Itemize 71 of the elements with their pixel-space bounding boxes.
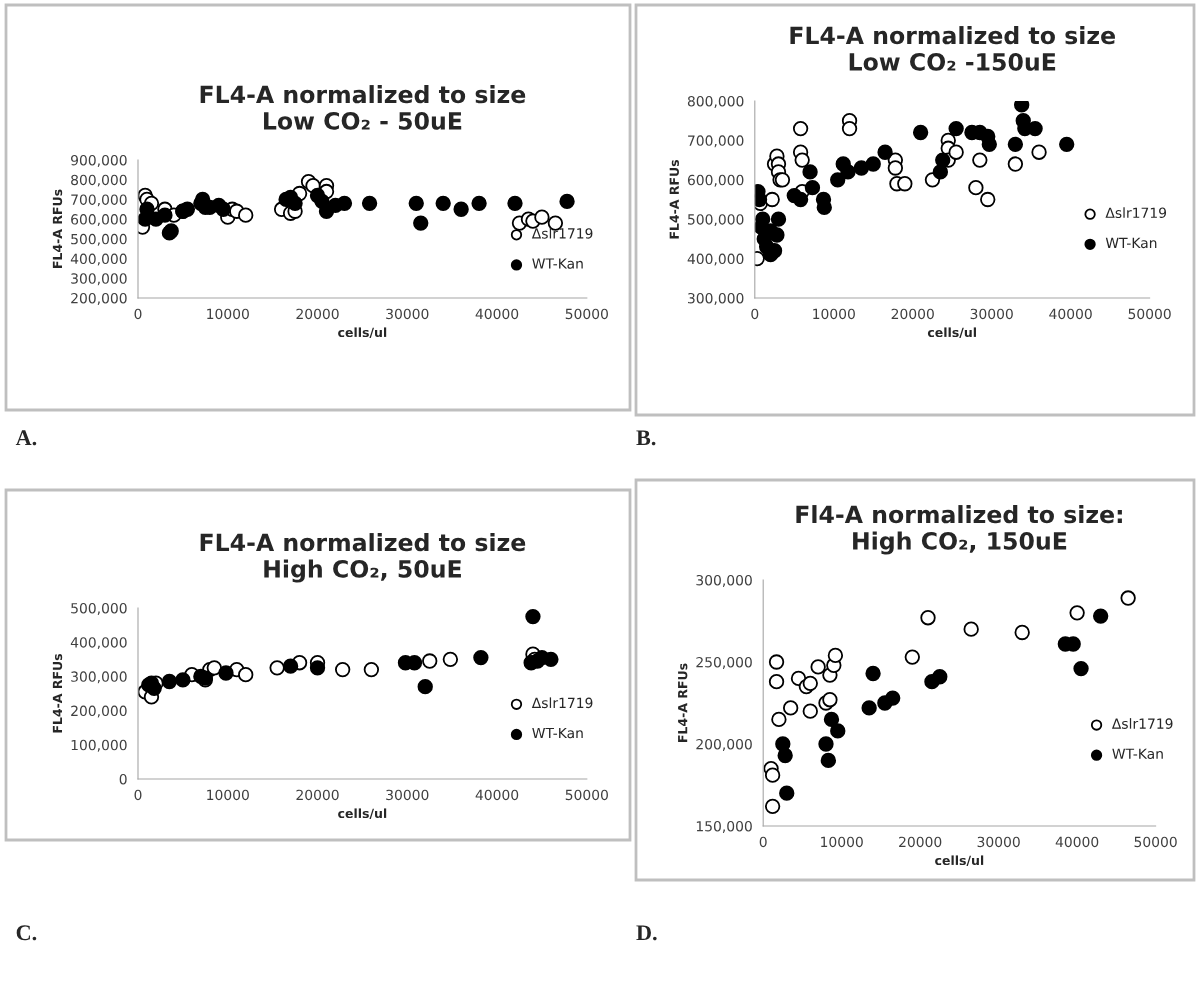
x-tick-label: 30000 bbox=[970, 308, 1013, 320]
y-tick-label: 700,000 bbox=[688, 135, 744, 148]
x-tick-label: 0 bbox=[759, 836, 767, 848]
y-axis-title: FL4-A RFUs bbox=[669, 160, 679, 239]
x-tick-label: 50000 bbox=[565, 308, 608, 320]
legend-label: Δslr1719 bbox=[1105, 207, 1167, 219]
legend-label: Δslr1719 bbox=[531, 227, 593, 239]
x-axis-title: cells/ul bbox=[935, 855, 984, 867]
x-tick-label: 0 bbox=[134, 789, 142, 801]
y-tick-label: 700,000 bbox=[71, 194, 127, 207]
x-tick-label: 40000 bbox=[475, 789, 519, 801]
text: D. bbox=[636, 925, 657, 941]
x-tick-label: 10000 bbox=[207, 308, 249, 320]
y-tick-label: 200,000 bbox=[71, 705, 127, 718]
x-tick-label: 0 bbox=[134, 308, 142, 320]
x-tick-label: 30000 bbox=[386, 789, 429, 801]
x-tick-label: 30000 bbox=[386, 308, 429, 320]
y-tick-label: 400,000 bbox=[70, 637, 127, 650]
y-tick-label: 100,000 bbox=[71, 739, 127, 752]
x-tick-label: 10000 bbox=[207, 789, 249, 801]
legend-label: WT-Kan bbox=[1105, 237, 1157, 249]
x-tick-label: 40000 bbox=[1049, 308, 1092, 320]
legend-label: WT-Kan bbox=[532, 727, 583, 739]
text: B. bbox=[636, 430, 656, 446]
text: A. bbox=[15, 430, 37, 446]
y-tick-label: 900,000 bbox=[71, 154, 127, 167]
y-tick-label: 150,000 bbox=[696, 820, 752, 833]
chart-title: FL4-A normalized to size Low CO₂ - 50uE bbox=[200, 85, 526, 130]
x-tick-label: 40000 bbox=[475, 308, 519, 320]
x-axis-title: cells/ul bbox=[927, 327, 976, 339]
y-axis-title: FL4-A RFUs bbox=[52, 189, 63, 268]
y-tick-label: 400,000 bbox=[687, 253, 744, 266]
x-axis-title: cells/ul bbox=[338, 808, 387, 820]
y-tick-label: 200,000 bbox=[696, 738, 752, 751]
y-tick-label: 500,000 bbox=[688, 214, 744, 227]
y-tick-label: 200,000 bbox=[71, 292, 127, 305]
y-tick-label: 0 bbox=[119, 773, 127, 785]
x-tick-label: 50000 bbox=[1134, 836, 1177, 848]
x-tick-label: 20000 bbox=[891, 308, 934, 320]
y-tick-label: 300,000 bbox=[688, 292, 744, 305]
y-tick-label: 800,000 bbox=[687, 95, 744, 108]
y-tick-label: 600,000 bbox=[687, 174, 744, 187]
y-tick-label: 400,000 bbox=[70, 253, 127, 266]
y-axis-title: FL4-A RFUs bbox=[52, 654, 63, 733]
x-tick-label: 50000 bbox=[565, 789, 608, 801]
legend-label: WT-Kan bbox=[532, 258, 583, 269]
x-tick-label: 10000 bbox=[813, 308, 855, 320]
x-tick-label: 10000 bbox=[821, 836, 863, 848]
y-tick-label: 250,000 bbox=[696, 656, 752, 669]
chart-title: FL4-A normalized to size Low CO₂ -150uE bbox=[790, 26, 1115, 71]
y-tick-label: 600,000 bbox=[71, 214, 127, 227]
x-tick-label: 30000 bbox=[977, 836, 1020, 848]
x-tick-label: 40000 bbox=[1055, 836, 1099, 848]
x-tick-label: 20000 bbox=[296, 789, 339, 801]
y-tick-label: 300,000 bbox=[71, 671, 127, 684]
legend-label: Δslr1719 bbox=[1111, 718, 1173, 729]
y-tick-label: 500,000 bbox=[71, 602, 127, 615]
x-tick-label: 20000 bbox=[296, 308, 339, 320]
text: C. bbox=[16, 925, 37, 941]
y-tick-label: 500,000 bbox=[71, 233, 127, 246]
legend-label: Δslr1719 bbox=[531, 697, 593, 709]
y-tick-label: 300,000 bbox=[71, 273, 127, 286]
y-tick-label: 800,000 bbox=[71, 174, 127, 187]
y-tick-label: 300,000 bbox=[696, 574, 752, 587]
x-tick-label: 20000 bbox=[899, 836, 942, 848]
y-axis-title: FL4-A RFUs bbox=[678, 663, 688, 742]
chart-title: Fl4-A normalized to size: High CO₂, 150uE bbox=[796, 505, 1122, 555]
x-axis-title: cells/ul bbox=[338, 327, 387, 339]
chart-title: FL4-A normalized to size High CO₂, 50uE bbox=[200, 533, 526, 583]
legend-label: WT-Kan bbox=[1112, 748, 1163, 759]
x-tick-label: 50000 bbox=[1128, 308, 1171, 320]
